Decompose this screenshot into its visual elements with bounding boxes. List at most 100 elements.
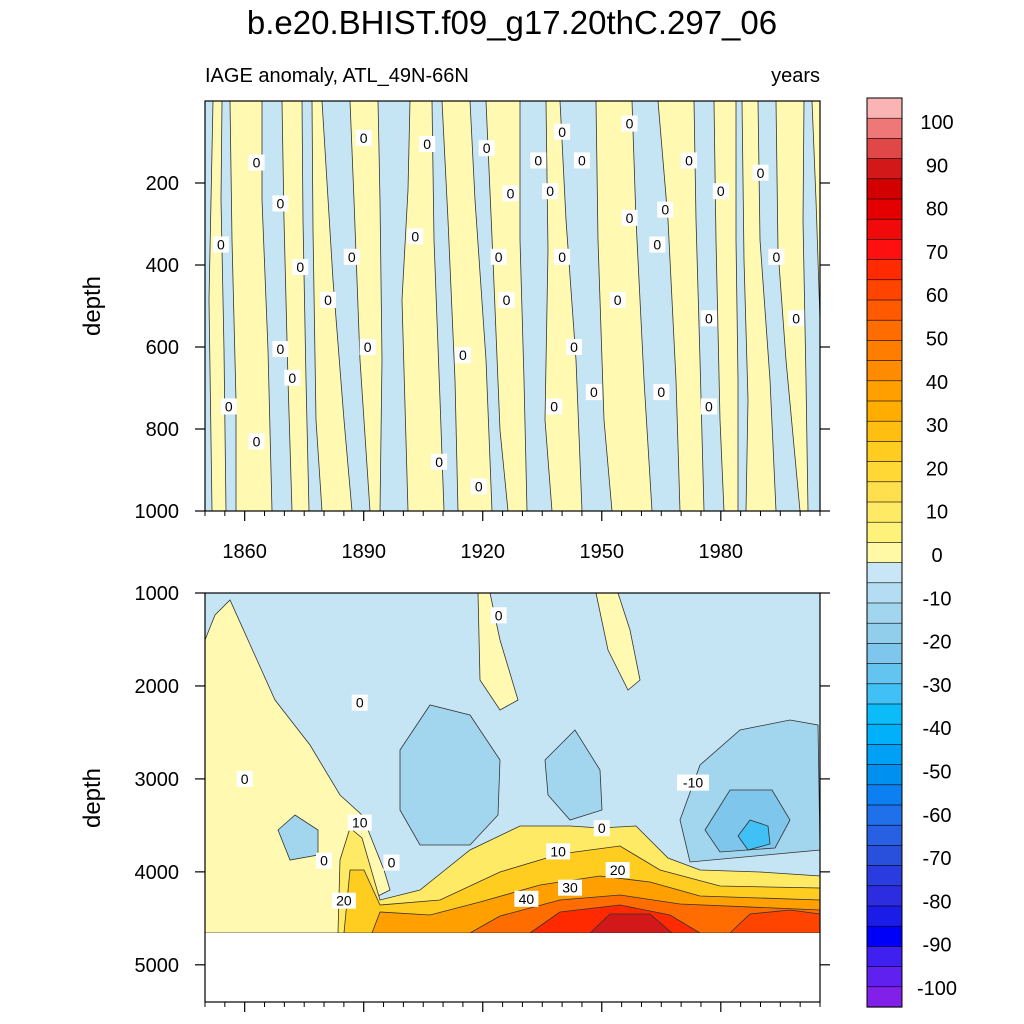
upper-contour-label-box [343, 248, 360, 265]
upper-contour-label-text: 0 [550, 398, 558, 414]
colorbar-label: 30 [926, 415, 948, 437]
lower-contour-label-box [490, 607, 507, 624]
upper-contour-label: 0 [359, 339, 376, 355]
upper-contour-label-text: 0 [253, 155, 261, 171]
colorbar-swatch [866, 360, 903, 382]
upper-contour-label: 0 [788, 310, 805, 327]
upper-contour-label-text: 0 [705, 398, 713, 414]
lower-ytick-label: 4000 [135, 862, 180, 884]
colorbar-swatch [866, 380, 903, 402]
upper-contour-label-box [419, 136, 436, 153]
upper-contour-label-text: 0 [578, 152, 586, 168]
colorbar-swatch [866, 865, 903, 887]
upper-contour-label: 0 [470, 478, 487, 495]
upper-contour-label-text: 0 [459, 347, 467, 363]
upper-contour-label: 0 [343, 248, 360, 265]
upper-contour-label-box [355, 129, 372, 146]
colorbar-swatch [866, 622, 903, 645]
upper-contour-label-text: 0 [626, 116, 634, 132]
lower-deep-blue-patch-5 [277, 814, 319, 861]
upper-xtick-label: 1980 [699, 541, 744, 563]
lower-contour-label-text: 0 [241, 771, 249, 787]
upper-contour-label-box [585, 384, 602, 401]
colorbar-swatch [866, 683, 903, 705]
lower-contour-fills [204, 592, 821, 934]
upper-contour-label-text: 0 [276, 196, 284, 212]
lower-contour-label-box [316, 852, 333, 869]
upper-contour-label-box [621, 209, 638, 226]
upper-contour-label-box [609, 291, 626, 308]
upper-contour-label-box [470, 478, 487, 495]
upper-contour-label-box [621, 115, 638, 132]
lower-contour-label: 0 [383, 854, 400, 871]
colorbar-swatch [866, 703, 903, 725]
upper-contour-label-box [546, 398, 563, 415]
upper-contour-label-text: 0 [253, 433, 261, 449]
upper-contour-label: 0 [530, 152, 547, 169]
upper-contour-label-text: 0 [757, 165, 765, 181]
upper-contour-label-box [359, 339, 376, 355]
upper-contour-label-box [554, 123, 571, 140]
upper-contour-label-text: 0 [324, 292, 332, 308]
upper-contour-label: 0 [768, 249, 785, 265]
upper-xtick-label: 1860 [222, 541, 267, 563]
colorbar-swatch [866, 542, 903, 564]
lower-contour-label: 0 [351, 694, 368, 711]
colorbar-swatch [866, 239, 903, 261]
lower-contour-label-box [593, 820, 610, 837]
lower-contour-label-text: 0 [356, 695, 364, 711]
upper-contour-label-box [220, 398, 237, 415]
upper-contour-label-text: 0 [792, 310, 800, 326]
colorbar-swatch [866, 602, 903, 624]
lower-contour-label: 10 [347, 814, 372, 831]
colorbar-label: -80 [923, 891, 952, 913]
upper-contour-label-text: 0 [653, 237, 661, 253]
lower-contour-label-text: 20 [610, 862, 626, 878]
lower-contour-label-box [347, 814, 372, 831]
upper-contour-label-box [248, 433, 265, 450]
upper-contour-label: 0 [284, 369, 301, 386]
colorbar: 1009080706050403020100-10-20-30-40-50-60… [866, 97, 957, 1008]
upper-contour-label-box [712, 183, 729, 200]
colorbar-swatch [866, 784, 903, 806]
upper-contour-label-box [542, 183, 559, 200]
lower-contour-label-box [236, 770, 253, 787]
upper-contour-label-text: 0 [570, 339, 578, 355]
upper-contour-label-box [478, 140, 495, 157]
upper-contour-label-box [700, 398, 717, 415]
lower-no-data-region [205, 933, 820, 1002]
upper-axis-ticks: 1860 1890 1920 1950 1980 200 400 600 800 1000 [135, 173, 830, 563]
colorbar-swatch [866, 117, 903, 139]
colorbar-swatch [866, 279, 903, 301]
colorbar-swatch [866, 723, 903, 746]
upper-contour-label-box [502, 185, 519, 202]
colorbar-label: -40 [923, 718, 952, 740]
lower-contour-label-text: 0 [598, 820, 606, 836]
upper-contour-label: 0 [431, 453, 448, 470]
colorbar-label: 0 [931, 545, 942, 567]
chart-title: b.e20.BHIST.f09_g17.20thC.297_06 [247, 4, 777, 41]
colorbar-label: -60 [923, 805, 952, 827]
upper-contour-label: 0 [752, 164, 769, 181]
upper-contour-label-text: 0 [364, 339, 372, 355]
colorbar-label: -20 [923, 632, 952, 654]
upper-contour-label: 0 [609, 291, 626, 308]
units-label: years [771, 65, 820, 87]
upper-negative-bands [204, 100, 821, 512]
colorbar-swatch [866, 138, 903, 160]
upper-contour-label: 0 [478, 140, 495, 157]
colorbar-label: 50 [926, 329, 948, 351]
upper-contour-label: 0 [212, 236, 229, 253]
colorbar-swatch [866, 845, 903, 867]
colorbar-swatch [866, 319, 903, 342]
lower-contour-label-text: 20 [336, 893, 352, 909]
lower-contour-label-text: 0 [388, 855, 396, 871]
colorbar-label: 90 [926, 155, 948, 177]
upper-contour-label: 0 [292, 259, 309, 276]
upper-contour-label: 0 [681, 152, 698, 169]
colorbar-label: -30 [923, 675, 952, 697]
upper-contour-label-text: 0 [558, 249, 566, 265]
upper-contour-label-box [554, 248, 571, 265]
